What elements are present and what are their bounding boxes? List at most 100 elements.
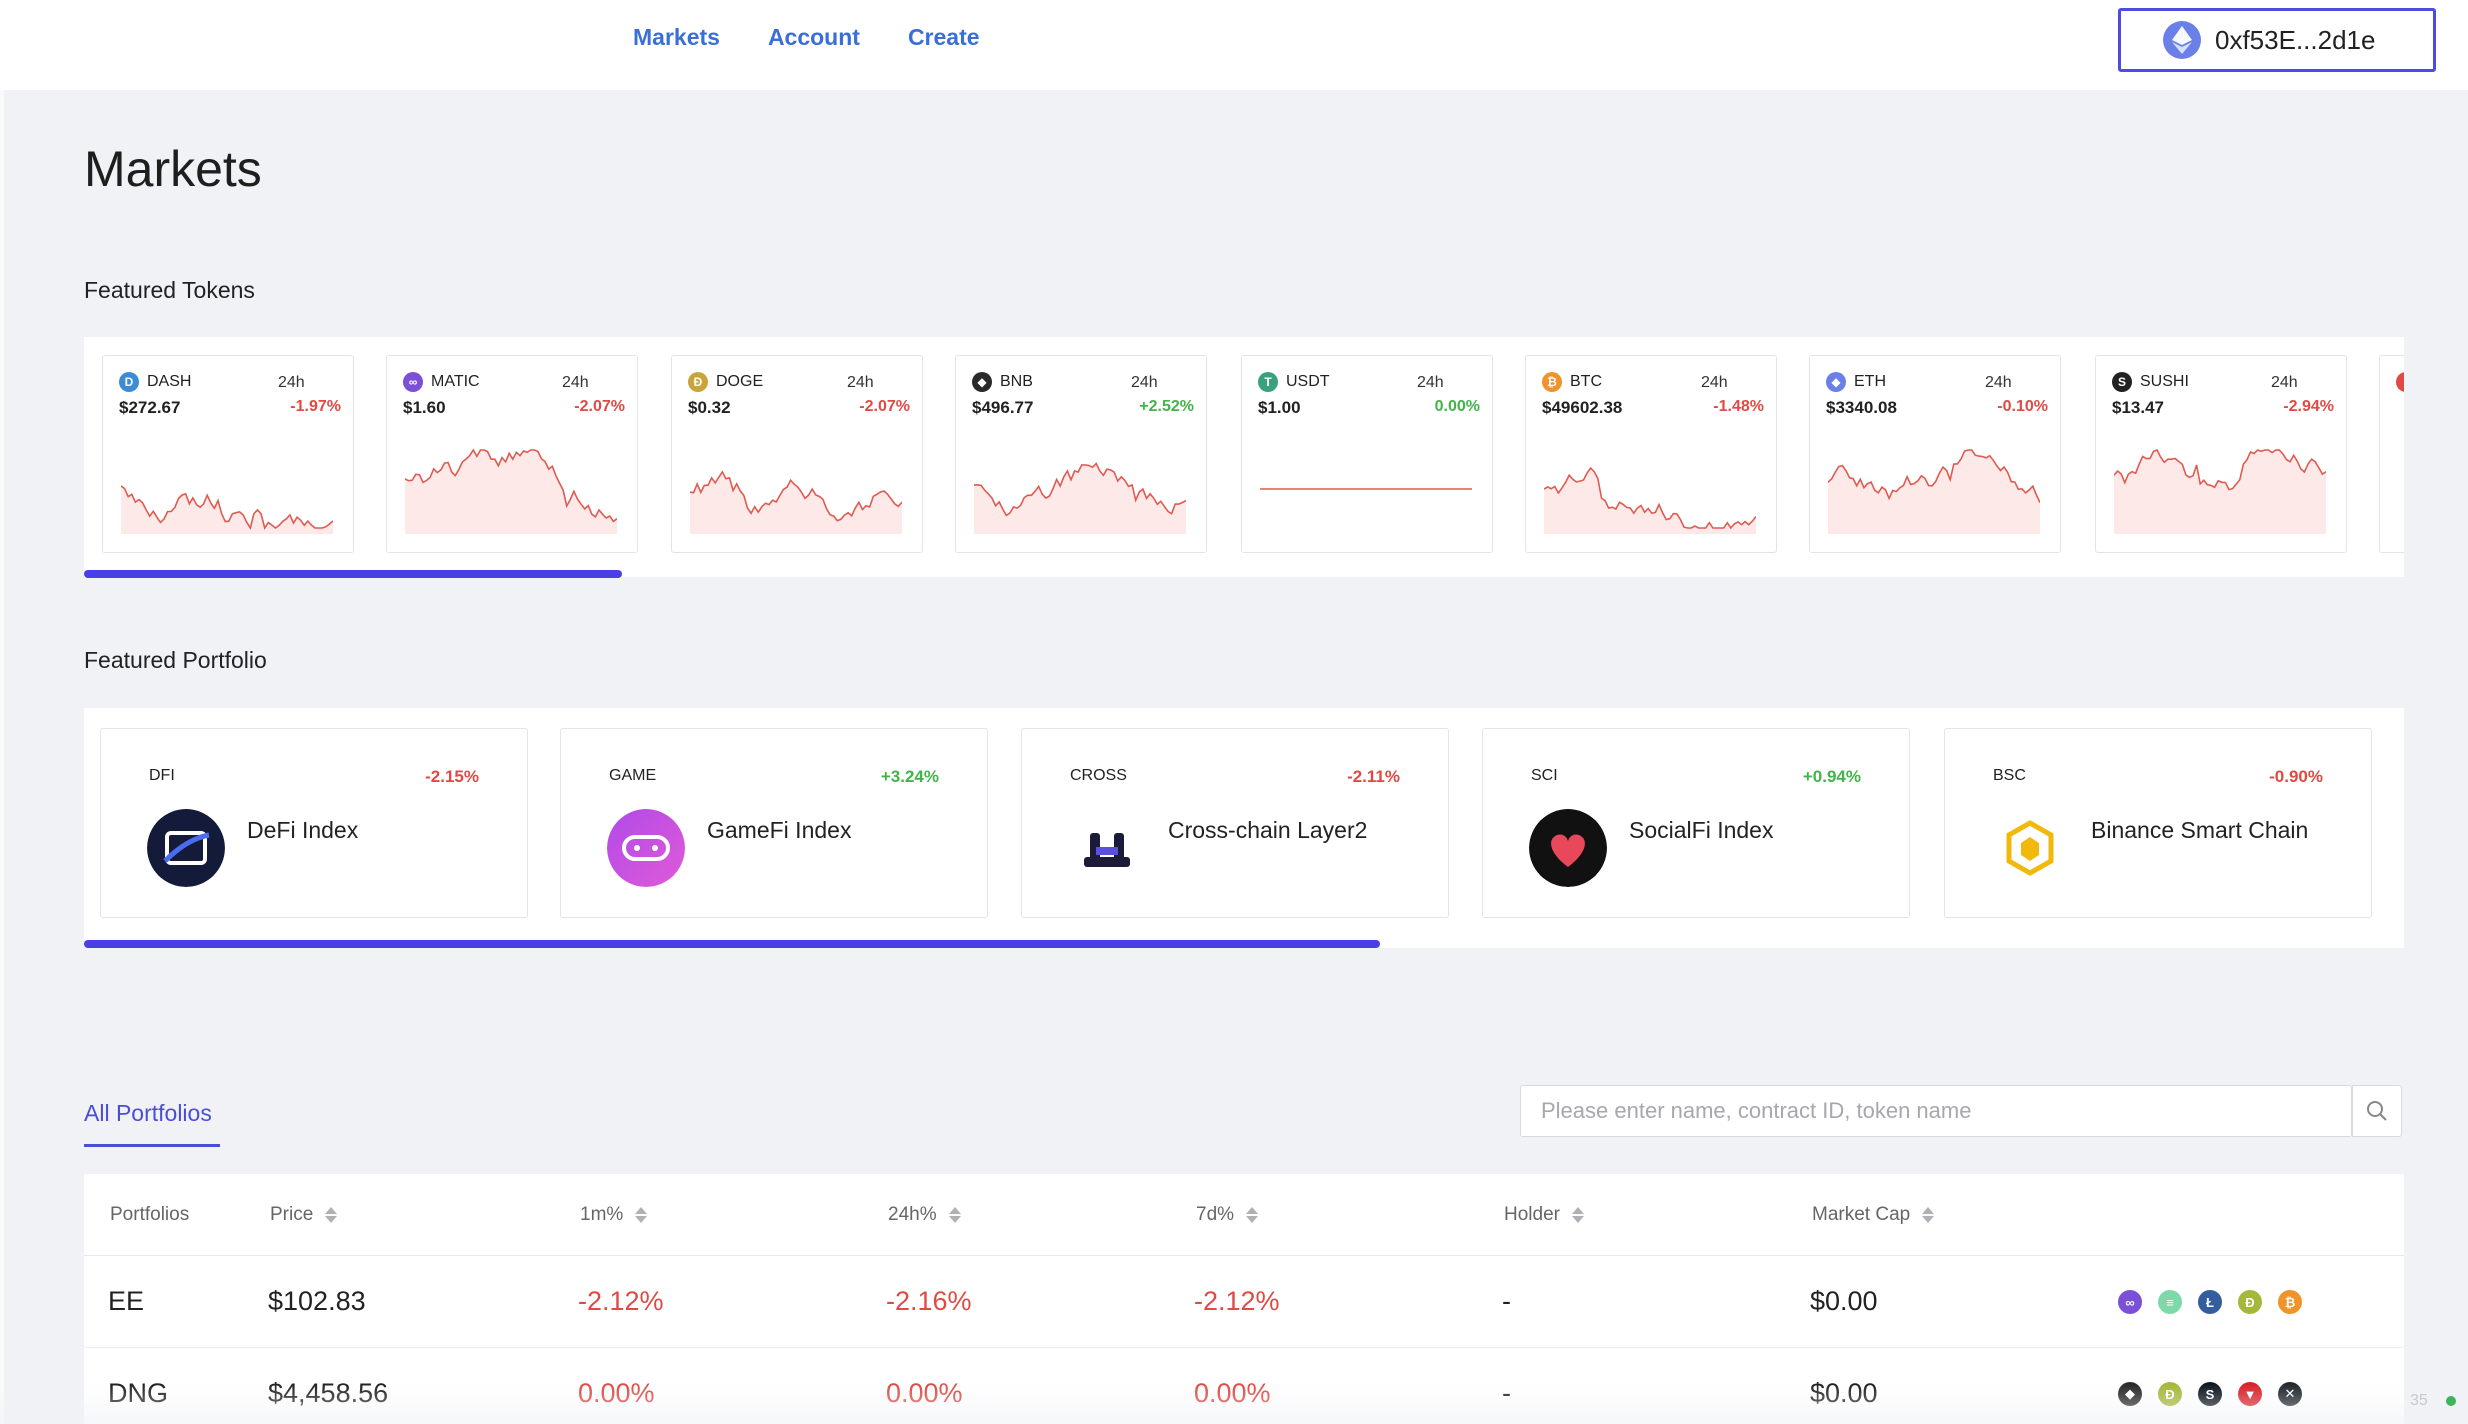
token-card-dash[interactable]: D DASH 24h $272.67 -1.97%	[102, 355, 354, 553]
col-holder[interactable]: Holder	[1504, 1204, 1584, 1226]
token-period: 24h	[562, 374, 589, 391]
col-7d[interactable]: 7d%	[1196, 1204, 1259, 1226]
portfolio-name: DeFi Index	[247, 817, 359, 843]
portfolio-change: -2.11%	[1347, 767, 1400, 786]
portfolio-change: -2.15%	[425, 767, 479, 786]
token-price: $49602.38	[1542, 398, 1623, 417]
token-period: 24h	[1701, 374, 1728, 391]
token-sparkline	[1828, 449, 2040, 534]
sort-icon	[948, 1207, 961, 1223]
featured-tokens-carousel[interactable]: D DASH 24h $272.67 -1.97% ∞ MATIC 24h $1.60 -2.07…	[84, 337, 2404, 577]
col-price[interactable]: Price	[270, 1204, 338, 1226]
col-portfolios: Portfolios	[110, 1204, 190, 1225]
cell-h24: -2.16%	[886, 1286, 972, 1316]
portfolio-change: +0.94%	[1802, 767, 1861, 786]
bnb-icon: ◆	[2118, 1382, 2142, 1406]
nav-account[interactable]: Account	[767, 24, 860, 50]
portfolio-card-dfi[interactable]: DFI -2.15% DeFi Index	[100, 728, 528, 918]
token-symbol: SUSHI	[2140, 373, 2189, 390]
token-card-usdt[interactable]: T USDT 24h $1.00 0.00%	[1241, 355, 1493, 553]
search-button[interactable]	[2352, 1085, 2402, 1137]
featured-portfolio-scrollbar[interactable]	[84, 940, 1380, 948]
table-row[interactable]: DNG $4,458.56 0.00% 0.00% 0.00% - $0.00 ◆ Ð S ▼ ✕	[84, 1348, 2404, 1424]
featured-portfolio-carousel[interactable]: DFI -2.15% DeFi Index GAME +3.24% GameFi Inde…	[84, 708, 2404, 948]
cell-d7: 0.00%	[1194, 1378, 1271, 1408]
token-change: -1.97%	[290, 398, 341, 415]
token-sparkline	[1260, 488, 1472, 490]
col-1m[interactable]: 1m%	[580, 1204, 648, 1226]
token-icon	[2396, 372, 2404, 392]
cell-price: $4,458.56	[268, 1378, 389, 1408]
portfolio-card-sci[interactable]: SCI +0.94% SocialFi Index	[1482, 728, 1910, 918]
dash-icon: D	[119, 372, 139, 392]
token-card-doge[interactable]: Ð DOGE 24h $0.32 -2.07%	[671, 355, 923, 553]
xrp-icon: ✕	[2278, 1382, 2302, 1406]
defi-logo	[147, 809, 225, 887]
token-price: $496.77	[972, 398, 1034, 417]
cell-m1: 0.00%	[578, 1378, 655, 1408]
featured-tokens-scrollbar[interactable]	[84, 570, 622, 578]
nav-create[interactable]: Create	[907, 24, 980, 50]
portfolio-change: +3.24%	[880, 767, 939, 786]
portfolio-name: Cross-chain Layer2	[1168, 817, 1368, 843]
portfolio-card-bsc[interactable]: BSC -0.90% Binance Smart Chain	[1944, 728, 2372, 918]
nav-markets[interactable]: Markets	[633, 24, 720, 50]
table-header: Portfolios Price 1m% 24h% 7d% Holder Mar…	[84, 1174, 2404, 1256]
portfolio-change: -0.90%	[2269, 767, 2323, 786]
wallet-button[interactable]: 0xf53E...2d1e	[2118, 8, 2436, 72]
status-dot	[2446, 1396, 2456, 1406]
token-change: -2.94%	[2283, 398, 2334, 415]
gamefi-logo	[607, 809, 685, 887]
portfolio-name: GameFi Index	[707, 817, 852, 843]
cell-name: EE	[108, 1286, 145, 1316]
token-card-btc[interactable]: ₿ BTC 24h $49602.38 -1.48%	[1525, 355, 1777, 553]
token-card-eth[interactable]: ◆ ETH 24h $3340.08 -0.10%	[1809, 355, 2061, 553]
portfolio-code: SCI	[1531, 767, 1558, 784]
bnb-icon: ◆	[972, 372, 992, 392]
search-input[interactable]	[1520, 1085, 2352, 1137]
featured-tokens-title: Featured Tokens	[84, 277, 255, 303]
token-period: 24h	[2271, 374, 2298, 391]
token-card-matic[interactable]: ∞ MATIC 24h $1.60 -2.07%	[386, 355, 638, 553]
col-24h[interactable]: 24h%	[888, 1204, 961, 1226]
cell-m1: -2.12%	[578, 1286, 664, 1316]
tron-icon: ▼	[2238, 1382, 2262, 1406]
portfolio-name: SocialFi Index	[1629, 817, 1774, 843]
token-price: $272.67	[119, 398, 181, 417]
sort-icon	[1246, 1207, 1259, 1223]
left-edge	[0, 90, 4, 1424]
socialfi-logo	[1529, 809, 1607, 887]
token-card-bnb[interactable]: ◆ BNB 24h $496.77 +2.52%	[955, 355, 1207, 553]
token-period: 24h	[278, 374, 305, 391]
token-period: 24h	[847, 374, 874, 391]
matic-icon: ∞	[2118, 1290, 2142, 1314]
ltc-icon: Ł	[2198, 1290, 2222, 1314]
token-period: 24h	[1417, 374, 1444, 391]
btc-icon: ₿	[1542, 372, 1562, 392]
portfolio-coins: ∞ ≡ Ł Ð ₿	[2118, 1290, 2302, 1314]
token-price: $0.32	[688, 398, 731, 417]
sushi-icon: S	[2198, 1382, 2222, 1406]
top-bar: Markets Account Create 0xf53E...2d1e	[0, 0, 2468, 90]
token-change: -1.48%	[1713, 398, 1764, 415]
col-market-cap[interactable]: Market Cap	[1812, 1204, 1935, 1226]
portfolio-coins: ◆ Ð S ▼ ✕	[2118, 1382, 2302, 1406]
cell-market-cap: $0.00	[1810, 1286, 1878, 1316]
token-price: $1.00	[1258, 398, 1301, 417]
token-card-partial[interactable]	[2379, 355, 2404, 553]
usdt-icon: T	[1258, 372, 1278, 392]
matic-icon: ∞	[403, 372, 423, 392]
corner-counter: 35	[2410, 1392, 2428, 1409]
token-period: 24h	[1985, 374, 2012, 391]
portfolio-code: GAME	[609, 767, 657, 784]
cell-holder: -	[1502, 1378, 1511, 1408]
portfolio-card-cross[interactable]: CROSS -2.11% Cross-chain Layer2	[1021, 728, 1449, 918]
token-card-sushi[interactable]: S SUSHI 24h $13.47 -2.94%	[2095, 355, 2347, 553]
portfolio-card-game[interactable]: GAME +3.24% GameFi Index	[560, 728, 988, 918]
main-nav: Markets Account Create	[633, 24, 980, 51]
portfolio-code: BSC	[1993, 767, 2026, 784]
cross-chain-logo	[1084, 833, 1130, 867]
doge-icon: Ð	[2158, 1382, 2182, 1406]
tab-all-portfolios[interactable]: All Portfolios	[84, 1100, 212, 1126]
table-row[interactable]: EE $102.83 -2.12% -2.16% -2.12% - $0.00 ∞ ≡ Ł Ð ₿	[84, 1256, 2404, 1348]
